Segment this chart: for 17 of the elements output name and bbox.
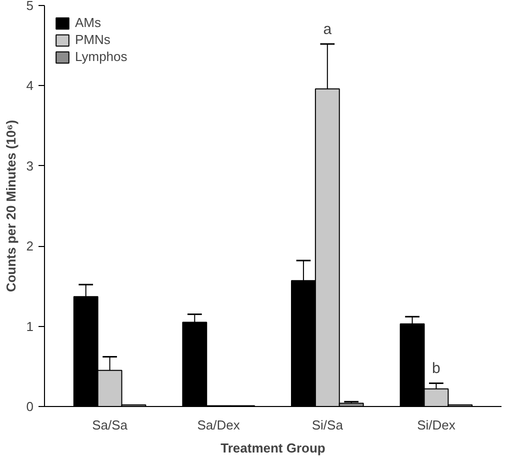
legend-label: PMNs xyxy=(75,32,110,47)
x-axis-title: Treatment Group xyxy=(220,440,326,456)
y-axis-title: Counts per 20 Minutes (10⁶) xyxy=(3,120,18,292)
y-tick-label: 4 xyxy=(26,78,34,94)
y-tick-label: 3 xyxy=(26,158,34,174)
y-tick-label: 0 xyxy=(26,399,34,414)
y-tick-label: 2 xyxy=(26,238,34,254)
x-tick-label: Sa/Sa xyxy=(92,418,128,432)
annotation: a xyxy=(323,20,332,38)
y-tick-label: 1 xyxy=(26,318,34,334)
legend-label: AMs xyxy=(75,15,101,30)
x-tick-label: Si/Sa xyxy=(312,418,344,432)
legend-label: Lymphos xyxy=(75,49,128,64)
y-tick-label: 5 xyxy=(26,0,34,13)
annotation: b xyxy=(432,360,440,378)
x-tick-label: Si/Dex xyxy=(417,418,456,432)
x-tick-label: Sa/Dex xyxy=(197,418,240,432)
